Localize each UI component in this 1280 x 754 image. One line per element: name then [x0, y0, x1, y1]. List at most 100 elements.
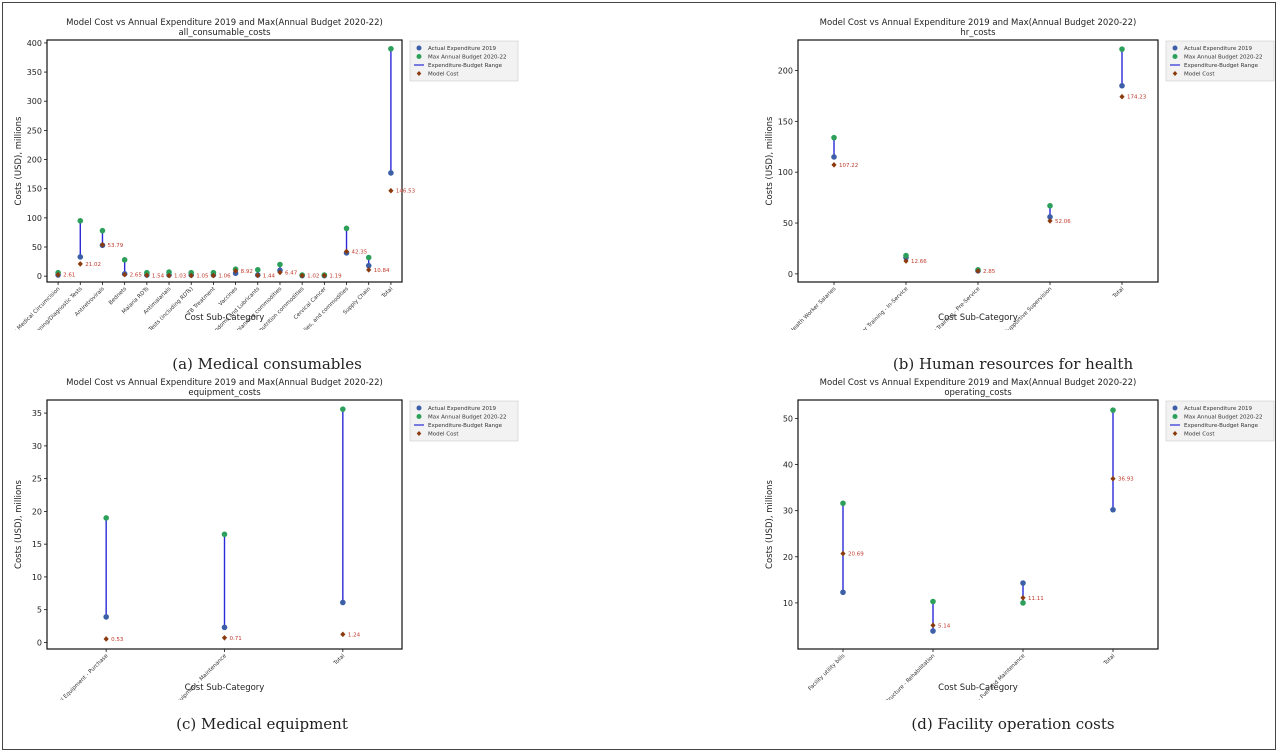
budget-point — [188, 269, 195, 276]
model-value-label: 174.23 — [1127, 95, 1147, 101]
actual-point — [1110, 506, 1116, 513]
y-tick-label: 35 — [32, 409, 42, 418]
model-point — [277, 269, 283, 276]
y-tick-label: 0 — [37, 272, 42, 281]
y-tick-label: 150 — [778, 117, 793, 126]
model-value-label: 53.79 — [107, 243, 123, 249]
budget-point — [121, 257, 128, 263]
y-tick-label: 350 — [27, 68, 42, 77]
actual-point — [221, 624, 228, 631]
legend-swatch-actual — [416, 405, 422, 411]
legend-swatch-actual — [416, 45, 422, 51]
model-value-label: 20.69 — [848, 552, 864, 558]
legend-label-actual: Actual Expenditure 2019 — [428, 46, 497, 52]
chart-a: Model Cost vs Annual Expenditure 2019 an… — [0, 18, 519, 330]
legend-box — [409, 40, 519, 82]
model-point — [388, 187, 394, 194]
model-value-label: 2.85 — [983, 269, 996, 275]
legend-swatch-model — [416, 431, 422, 436]
legend-box — [1165, 400, 1275, 442]
actual-point — [77, 254, 84, 260]
budget-point — [103, 515, 109, 521]
budget-point — [210, 269, 217, 276]
budget-point — [99, 227, 106, 234]
actual-point — [388, 170, 394, 176]
y-tick-label: 10 — [32, 573, 42, 582]
model-value-label: 5.14 — [938, 623, 951, 629]
y-axis-label: Costs (USD), millions — [14, 479, 24, 569]
model-value-label: 8.92 — [241, 269, 253, 275]
model-point — [103, 636, 109, 642]
model-value-label: 146.53 — [396, 189, 416, 195]
legend-label-model: Model Cost — [428, 72, 459, 78]
chart-b: Model Cost vs Annual Expenditure 2019 an… — [765, 18, 1275, 330]
y-tick-label: 0 — [37, 638, 42, 647]
legend-label-budget: Max Annual Budget 2020-22 — [1184, 415, 1263, 421]
x-tick-label: Infrastructure - Rehabilitation — [875, 653, 937, 700]
x-tick-label: Bednets — [108, 286, 128, 306]
model-value-label: 1.03 — [174, 274, 187, 280]
model-point — [221, 634, 228, 641]
model-point — [77, 261, 83, 267]
legend-label-range: Expenditure-Budget Range — [1184, 423, 1259, 429]
x-tick-label: Mentorships & Supportive Supervision — [975, 286, 1054, 330]
panel-b: Model Cost vs Annual Expenditure 2019 an… — [640, 10, 1280, 330]
model-value-label: 1.54 — [152, 273, 165, 279]
y-tick-label: 30 — [32, 442, 42, 451]
y-tick-label: 30 — [783, 507, 793, 516]
budget-point — [840, 500, 846, 507]
actual-point — [365, 262, 372, 269]
legend-label-range: Expenditure-Budget Range — [428, 63, 503, 69]
plot-area — [797, 39, 1159, 283]
panel-a: Model Cost vs Annual Expenditure 2019 an… — [0, 10, 640, 330]
model-point — [122, 271, 128, 278]
caption-a: (a) Medical consumables — [172, 355, 362, 373]
x-tick-label: Total — [1111, 286, 1125, 300]
x-axis-label: Cost Sub-Category — [938, 683, 1018, 693]
y-tick-label: 50 — [783, 219, 793, 228]
model-point — [144, 272, 150, 279]
y-tick-label: 200 — [778, 67, 793, 76]
chart-c: Model Cost vs Annual Expenditure 2019 an… — [14, 378, 519, 700]
model-point — [366, 267, 372, 273]
legend-label-budget: Max Annual Budget 2020-22 — [428, 415, 507, 421]
y-tick-label: 50 — [32, 243, 42, 252]
plot-area — [46, 39, 403, 283]
legend-label-budget: Max Annual Budget 2020-22 — [1184, 55, 1263, 61]
actual-point — [1119, 82, 1125, 89]
y-tick-label: 15 — [32, 540, 42, 549]
legend-label-range: Expenditure-Budget Range — [428, 423, 503, 429]
budget-point — [343, 225, 350, 232]
model-point — [232, 268, 239, 274]
y-axis-label: Costs (USD), millions — [14, 116, 24, 206]
legend-box — [1165, 40, 1275, 82]
model-value-label: 0.53 — [111, 637, 124, 643]
model-value-label: 36.93 — [1118, 477, 1134, 483]
x-tick-label: Total — [1102, 653, 1116, 667]
actual-point — [340, 599, 346, 606]
model-point — [831, 162, 837, 168]
caption-b: (b) Human resources for health — [892, 355, 1134, 373]
chart-subtitle: equipment_costs — [188, 388, 261, 398]
model-point — [340, 631, 346, 638]
legend-label-model: Model Cost — [1184, 72, 1215, 78]
x-tick-label: Health Worker Training - Pre-Service — [907, 286, 982, 330]
x-tick-label: Total — [332, 653, 346, 667]
model-value-label: 1.44 — [263, 273, 276, 279]
y-tick-label: 300 — [27, 97, 42, 106]
model-point — [840, 550, 846, 557]
model-point — [55, 271, 61, 278]
model-point — [299, 272, 305, 279]
model-value-label: 1.19 — [329, 273, 342, 279]
budget-point — [1110, 407, 1116, 413]
x-tick-label: Health Worker Salaries — [789, 286, 838, 330]
x-tick-label: Health Worker Training - In-Service — [838, 286, 910, 330]
panel-c: Model Cost vs Annual Expenditure 2019 an… — [0, 370, 640, 700]
budget-point — [77, 217, 84, 224]
model-point — [188, 272, 194, 279]
legend-swatch-budget — [1172, 414, 1178, 419]
y-tick-label: 50 — [783, 414, 793, 423]
chart-subtitle: hr_costs — [960, 28, 996, 38]
caption-c: (c) Medical equipment — [176, 715, 348, 733]
